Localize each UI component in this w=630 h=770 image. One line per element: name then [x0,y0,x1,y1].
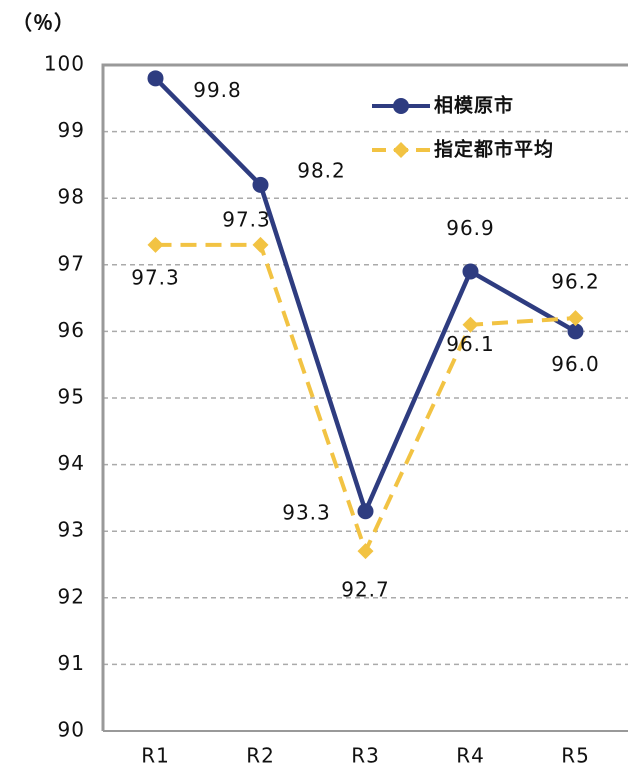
data-point [462,316,479,333]
data-point [357,503,374,520]
data-label: 96.9 [446,216,495,240]
y-tick-label: 97 [58,251,85,275]
data-label: 92.7 [341,578,390,602]
data-point [252,236,269,253]
y-tick-label: 98 [58,185,85,209]
data-label: 93.3 [282,501,331,525]
legend-marker [393,98,409,114]
y-tick-label: 91 [58,651,85,675]
data-label: 96.1 [446,332,495,356]
y-tick-label: 94 [58,451,85,475]
y-tick-label: 96 [58,318,85,342]
data-point [357,543,374,560]
x-tick-label: R3 [351,744,380,768]
plot-frame [101,63,628,731]
data-point [462,263,479,280]
data-label: 96.0 [551,352,600,376]
legend-text: 相模原市 [434,94,514,117]
data-point [147,236,164,253]
x-tick-label: R5 [561,744,590,768]
data-point [252,176,269,193]
data-label: 97.3 [131,265,180,289]
y-tick-label: 100 [44,52,85,76]
legend-text: 指定都市平均 [434,138,554,161]
x-tick-label: R4 [456,744,485,768]
legend-marker [393,142,409,158]
y-tick-label: 92 [58,584,85,608]
x-tick-label: R2 [246,744,275,768]
y-tick-label: 90 [58,718,85,742]
y-tick-label: 93 [58,518,85,542]
y-axis-label: （％） [12,11,75,35]
data-label: 99.8 [193,78,242,102]
data-point [567,310,584,327]
x-tick-label: R1 [141,744,170,768]
y-tick-label: 95 [58,385,85,409]
data-label: 97.3 [222,207,271,231]
data-label: 96.2 [551,270,600,294]
data-label: 98.2 [297,158,346,182]
y-tick-label: 99 [58,118,85,142]
data-point [567,323,584,340]
data-point [147,70,164,87]
